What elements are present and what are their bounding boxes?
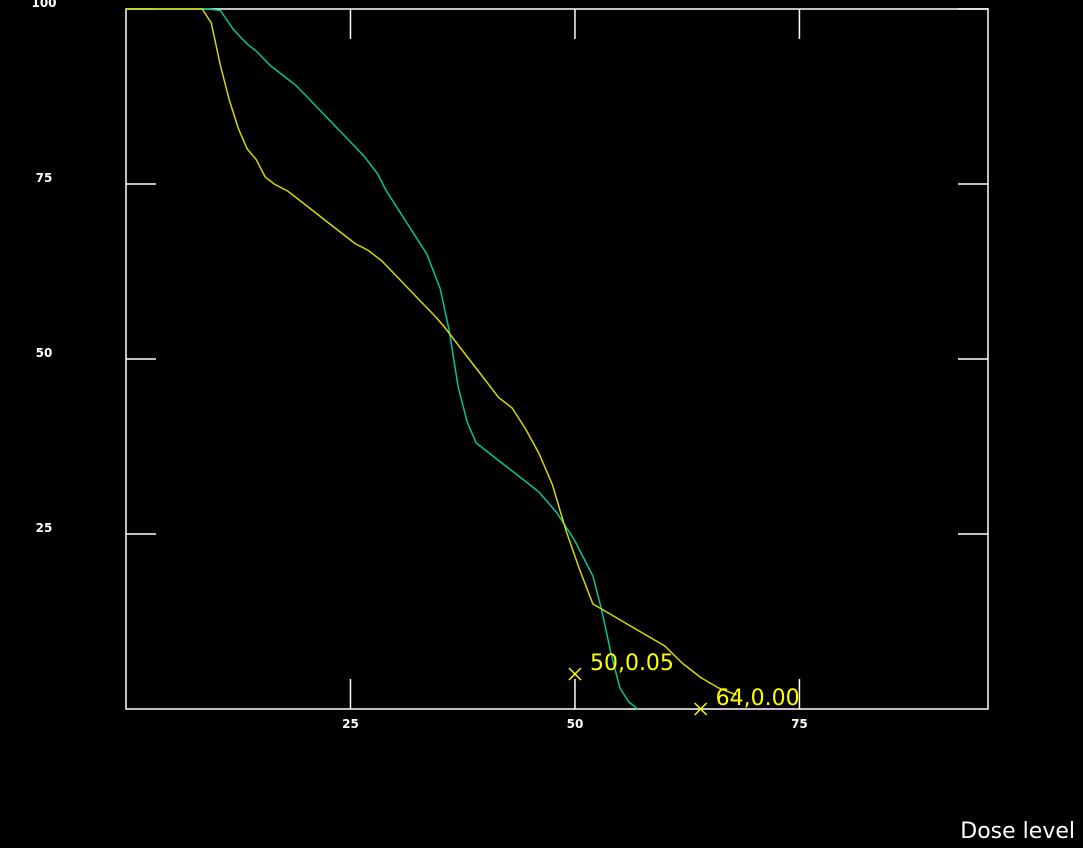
series-line-2 xyxy=(126,8,737,696)
x-tick-label: 50 xyxy=(567,717,584,731)
y-tick-label: 100 xyxy=(31,0,56,10)
plot-frame xyxy=(125,8,989,710)
y-tick-label: 75 xyxy=(36,171,53,185)
x-tick-label: 75 xyxy=(791,717,808,731)
y-tick-label: 50 xyxy=(36,346,53,360)
x-axis-label: Dose level xyxy=(960,819,1075,844)
marker-x-stroke xyxy=(694,702,708,716)
annotation-marker xyxy=(568,667,582,681)
x-tick-label: 25 xyxy=(342,717,359,731)
series-line-1 xyxy=(126,8,639,710)
annotation-label: 50,0.05 xyxy=(590,651,674,676)
annotation-marker xyxy=(694,702,708,716)
annotation-label: 64,0.00 xyxy=(716,686,800,711)
y-tick-label: 25 xyxy=(36,521,53,535)
marker-x-stroke xyxy=(568,667,582,681)
